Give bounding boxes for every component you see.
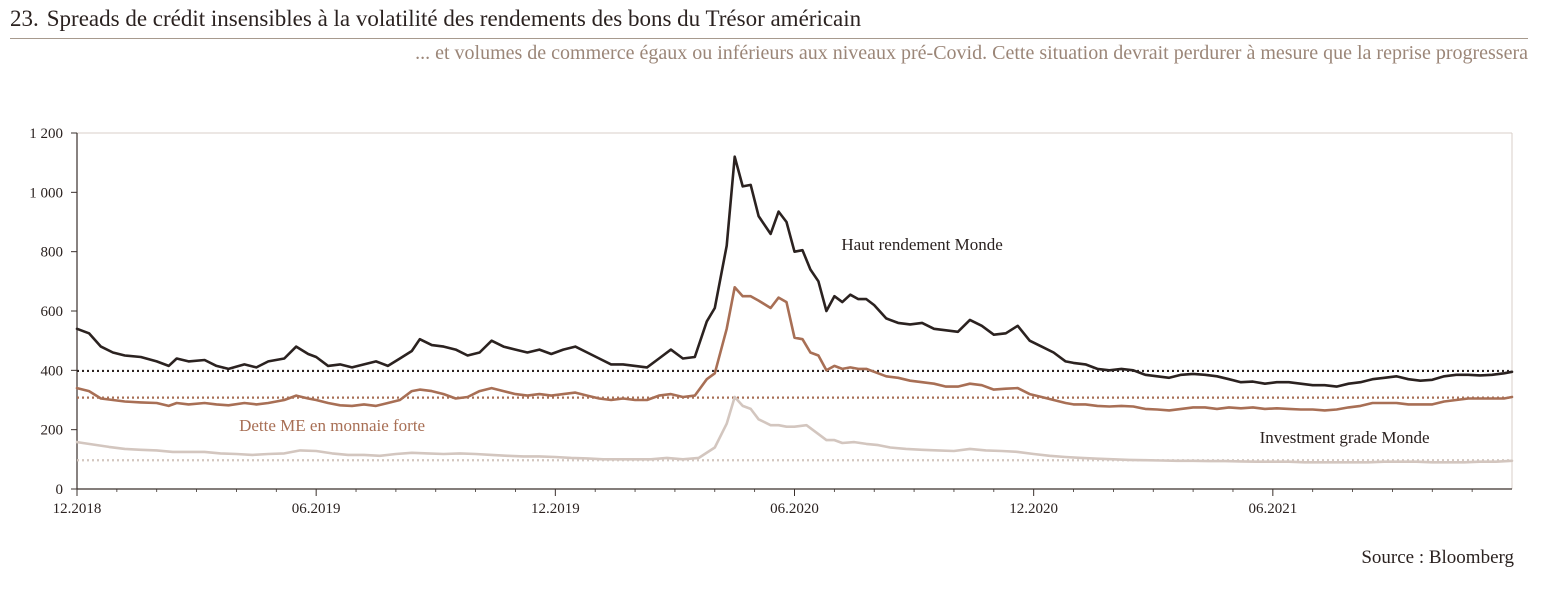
series-line bbox=[75, 395, 1514, 464]
series-annotation: Haut rendement Monde bbox=[841, 235, 1002, 254]
x-tick-label: 06.2021 bbox=[1248, 501, 1297, 517]
x-tick-label: 06.2019 bbox=[292, 501, 341, 517]
title-rule bbox=[10, 38, 1528, 39]
x-tick-label: 12.2020 bbox=[1009, 501, 1058, 517]
y-tick-label: 0 bbox=[56, 482, 64, 498]
x-tick-label: 06.2020 bbox=[770, 501, 819, 517]
y-tick-label: 1 200 bbox=[29, 126, 63, 142]
chart-number: 23. bbox=[10, 6, 39, 31]
chart-header: 23. Spreads de crédit insensibles à la vo… bbox=[10, 4, 1528, 65]
chart-subtitle: ... et volumes de commerce égaux ou infé… bbox=[415, 42, 1528, 64]
y-tick-label: 800 bbox=[41, 245, 64, 261]
y-tick-label: 600 bbox=[41, 304, 64, 320]
x-tick-label: 12.2018 bbox=[53, 501, 102, 517]
series-annotation: Dette ME en monnaie forte bbox=[239, 416, 425, 435]
y-tick-label: 400 bbox=[41, 363, 64, 379]
source-note: Source : Bloomberg bbox=[1361, 547, 1514, 568]
chart-title-text: Spreads de crédit insensibles à la volat… bbox=[46, 6, 862, 31]
y-tick-label: 200 bbox=[41, 423, 64, 439]
x-tick-label: 12.2019 bbox=[531, 501, 580, 517]
series-line bbox=[75, 155, 1514, 388]
y-tick-label: 1 000 bbox=[29, 185, 63, 201]
series-line bbox=[75, 286, 1514, 412]
series-annotation: Investment grade Monde bbox=[1260, 428, 1430, 447]
chart-title: 23. Spreads de crédit insensibles à la vo… bbox=[10, 4, 1528, 34]
